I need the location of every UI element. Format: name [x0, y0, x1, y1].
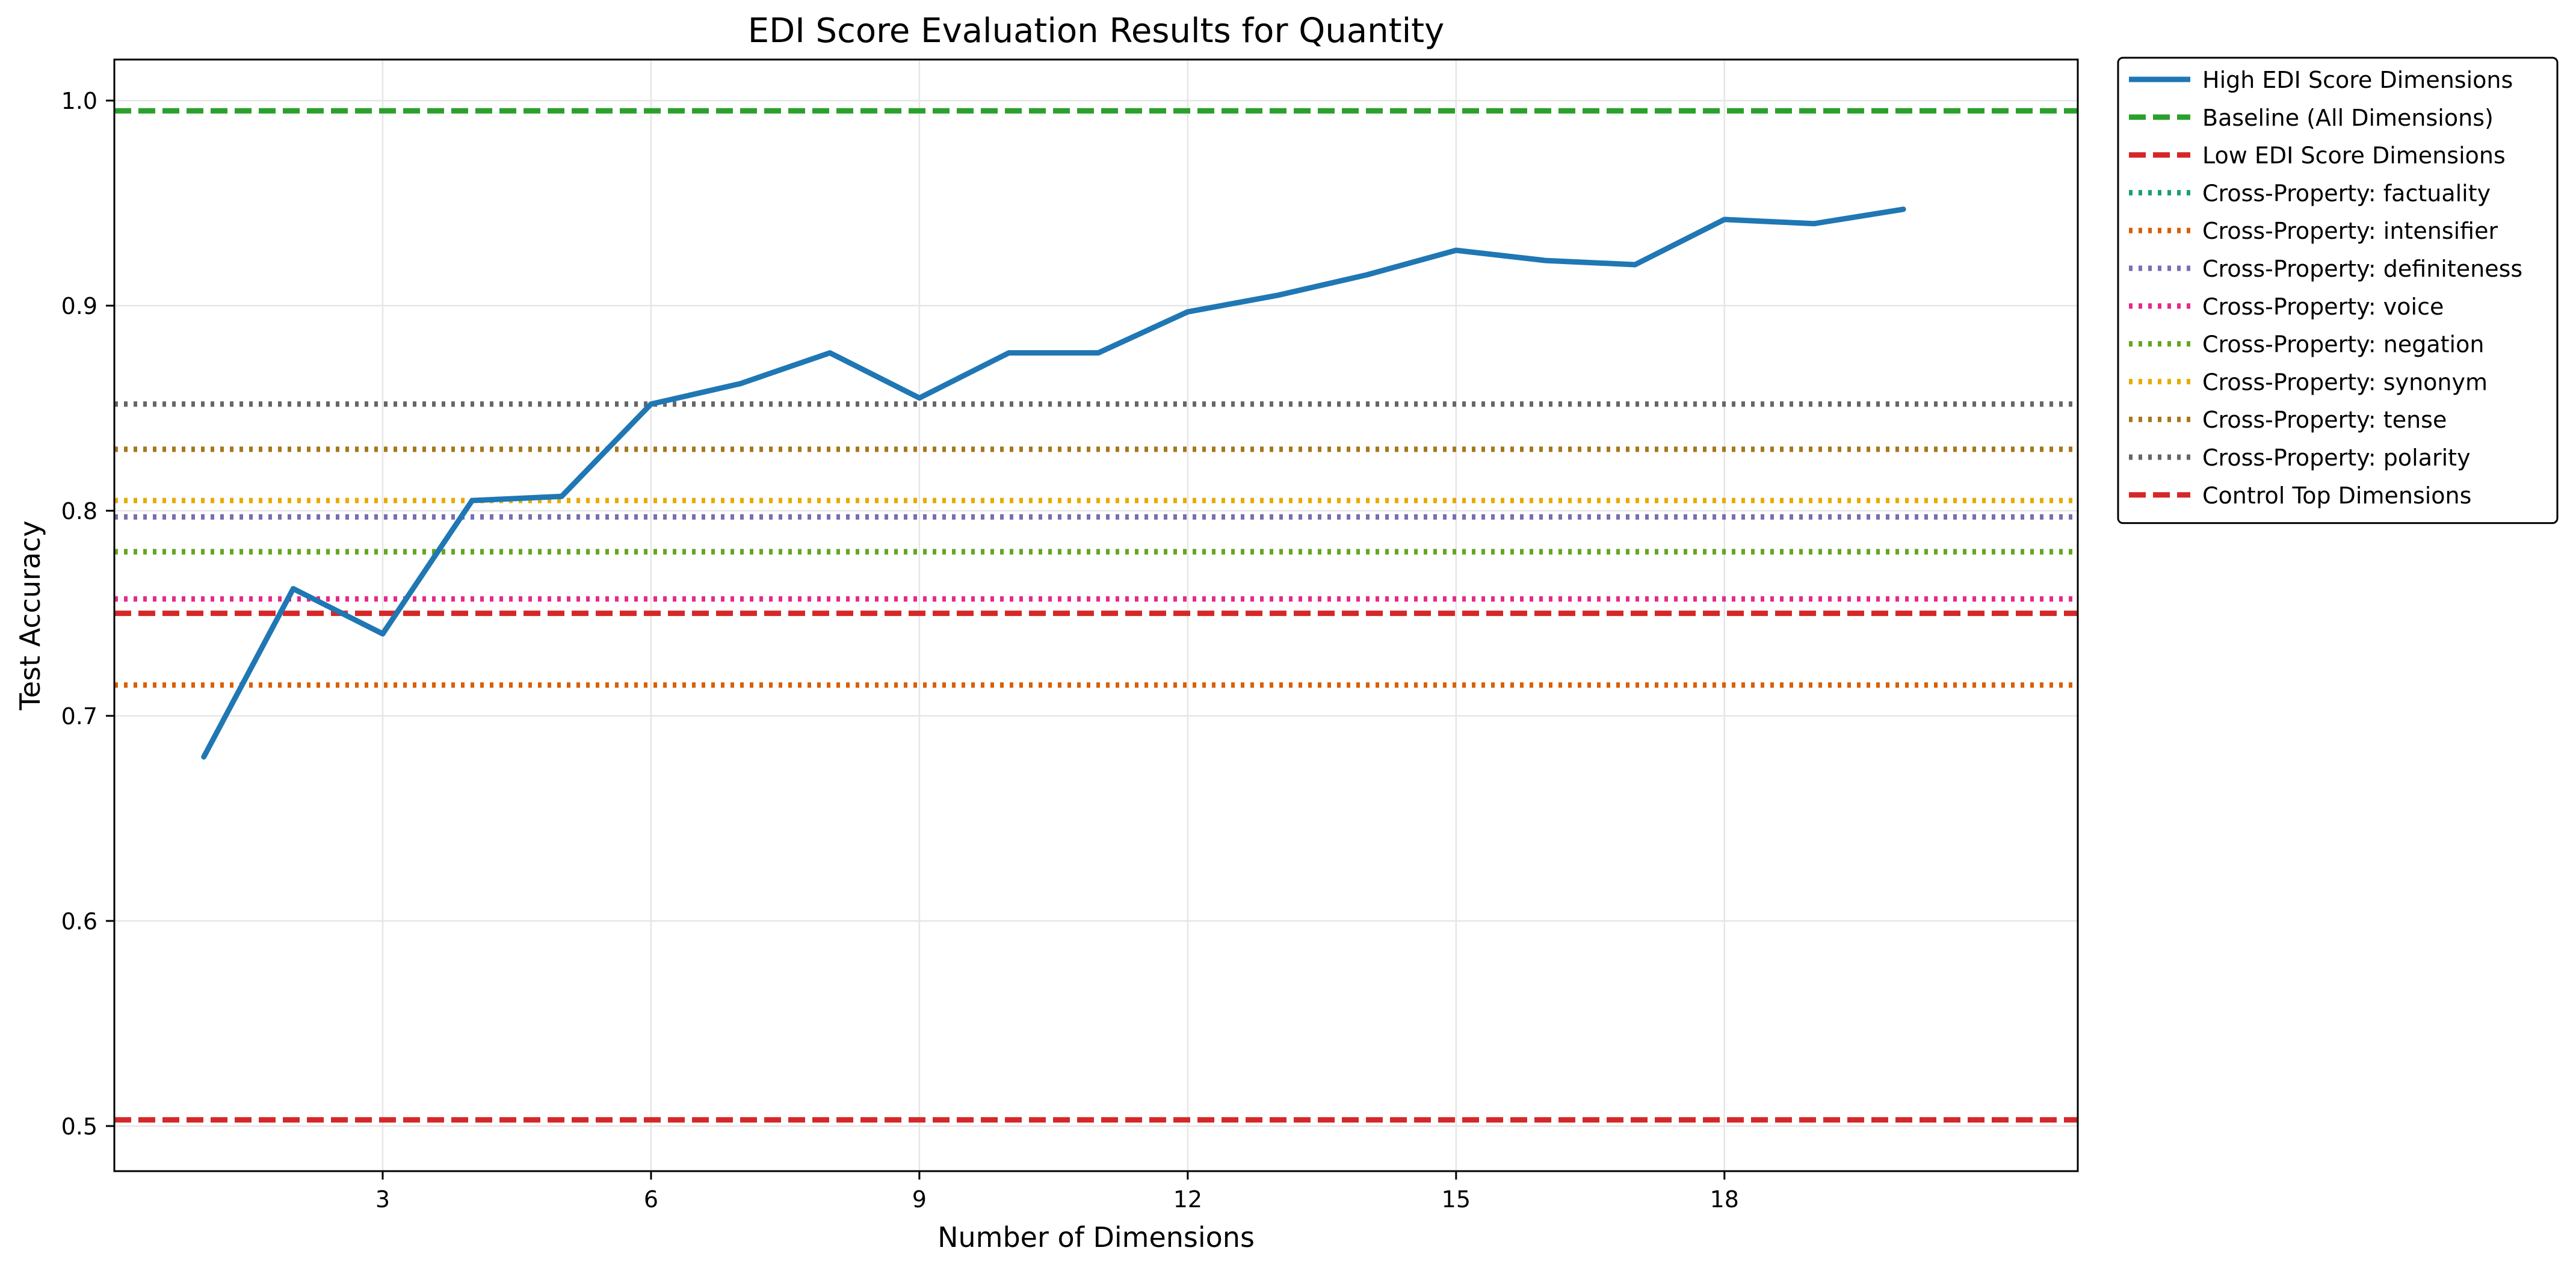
legend-label: Cross-Property: factuality — [2202, 180, 2491, 206]
x-axis-label: Number of Dimensions — [937, 1221, 1255, 1254]
x-tick-label: 6 — [644, 1186, 658, 1213]
chart-title: EDI Score Evaluation Results for Quantit… — [748, 11, 1445, 51]
x-tick-label: 18 — [1710, 1186, 1739, 1213]
grid — [114, 60, 2078, 1171]
x-tick-label: 15 — [1442, 1186, 1471, 1213]
reference-lines — [114, 108, 2078, 1123]
y-tick-label: 0.9 — [61, 293, 97, 319]
legend-label: Cross-Property: negation — [2202, 331, 2484, 358]
legend-label: Cross-Property: definiteness — [2202, 256, 2522, 282]
legend: High EDI Score Dimensions Baseline (All D… — [2117, 57, 2559, 525]
y-tick-label: 1.0 — [61, 88, 97, 114]
y-tick-label: 0.6 — [61, 908, 97, 935]
axes: 3 6 9 12 15 18 0.5 0.6 0.7 0.8 0.9 1.0 — [61, 58, 2079, 1213]
x-tick-label: 9 — [912, 1186, 927, 1213]
y-tick-label: 0.8 — [61, 498, 97, 525]
data-curves — [201, 206, 1906, 760]
plot-frame — [113, 58, 2079, 1172]
y-tick-label: 0.5 — [61, 1113, 97, 1140]
legend-label: Cross-Property: tense — [2202, 407, 2447, 433]
legend-label: Baseline (All Dimensions) — [2202, 105, 2494, 131]
legend-label: High EDI Score Dimensions — [2202, 67, 2513, 93]
legend-label: Cross-Property: voice — [2202, 294, 2444, 320]
series-line-0 — [201, 206, 1906, 760]
y-tick-label: 0.7 — [61, 703, 97, 730]
legend-label: Cross-Property: polarity — [2202, 445, 2471, 471]
legend-label: Control Top Dimensions — [2202, 482, 2471, 509]
legend-box — [2117, 57, 2559, 525]
legend-label: Cross-Property: intensifier — [2202, 218, 2498, 244]
legend-label: Low EDI Score Dimensions — [2202, 143, 2506, 169]
y-axis-label: Test Accuracy — [14, 520, 46, 710]
x-tick-label: 3 — [375, 1186, 390, 1213]
legend-label: Cross-Property: synonym — [2202, 369, 2488, 395]
x-tick-label: 12 — [1173, 1186, 1202, 1213]
